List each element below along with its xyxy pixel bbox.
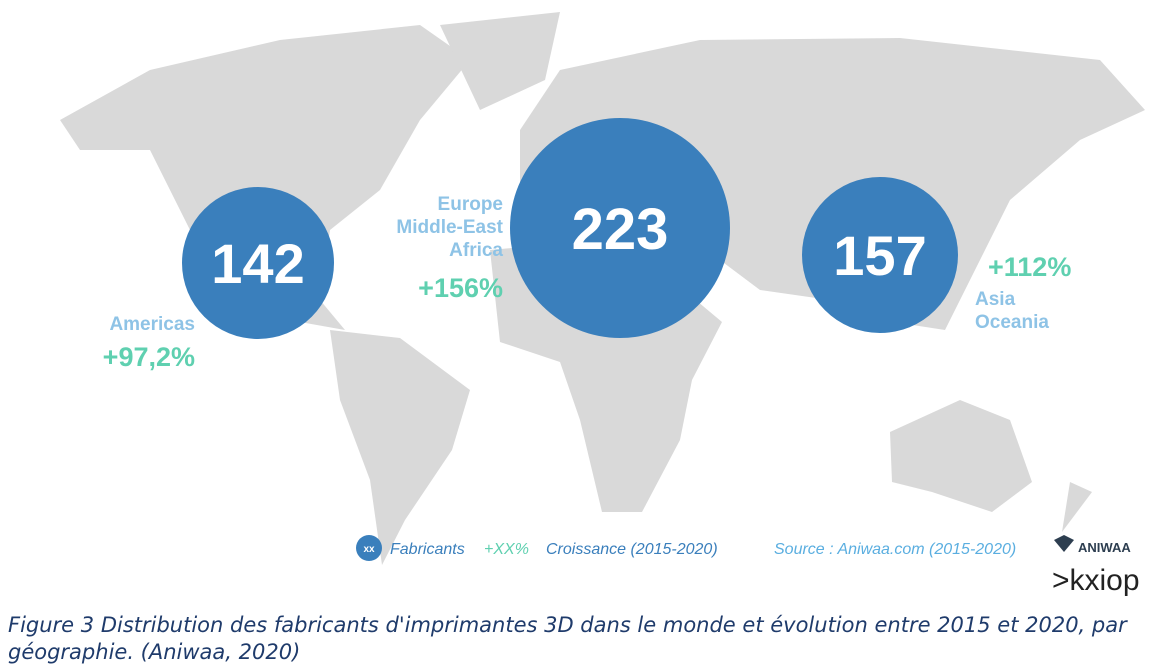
aniwaa-icon: [1054, 535, 1074, 552]
eurasia: [520, 38, 1145, 330]
aniwaa-logo: ANIWAA: [1078, 540, 1131, 555]
region-name: Oceania: [975, 312, 1049, 333]
region-name: Europe: [438, 194, 503, 215]
region-growth: +112%: [988, 252, 1071, 282]
legend: xx Fabricants +XX% Croissance (2015-2020…: [356, 535, 1140, 597]
legend-growth-label: Croissance (2015-2020): [546, 541, 718, 558]
region-count: 157: [833, 224, 926, 287]
region-count: 142: [211, 232, 304, 295]
region-count: 223: [572, 197, 669, 262]
legend-growth-symbol: +XX%: [484, 541, 529, 558]
region-name: Africa: [449, 240, 503, 261]
australia: [890, 400, 1032, 512]
region-bubble: [510, 118, 730, 338]
region-growth: +97,2%: [103, 342, 195, 372]
region-growth: +156%: [418, 273, 503, 303]
south-america: [330, 330, 470, 565]
region-name: Asia: [975, 289, 1016, 310]
region-bubble: [182, 187, 334, 339]
region-name: Middle-East: [396, 217, 503, 238]
world-map: xx Fabricants +XX% Croissance (2015-2020…: [60, 12, 1145, 597]
legend-count-label: Fabricants: [390, 541, 465, 558]
legend-symbol-text: xx: [363, 544, 375, 555]
region-bubble: [802, 177, 958, 333]
legend-symbol: [356, 535, 382, 561]
north-america: [60, 25, 470, 330]
kxiop-logo: >kxiop: [1052, 564, 1140, 597]
greenland: [440, 12, 560, 110]
region-name: Americas: [109, 314, 195, 335]
legend-source: Source : Aniwaa.com (2015-2020): [774, 541, 1016, 558]
new-zealand: [1062, 482, 1092, 532]
